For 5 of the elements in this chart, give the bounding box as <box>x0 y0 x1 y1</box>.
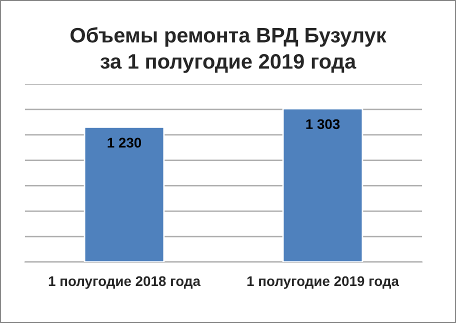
x-tick-label: 1 полугодие 2018 года <box>48 276 201 289</box>
data-label: 1 303 <box>306 119 340 130</box>
chart-title: Объемы ремонта ВРД Бузулук за 1 полугодие 2019 года <box>70 27 386 73</box>
data-label: 1 230 <box>108 138 142 148</box>
x-tick-label: 1 полугодие 2019 года <box>247 276 400 289</box>
